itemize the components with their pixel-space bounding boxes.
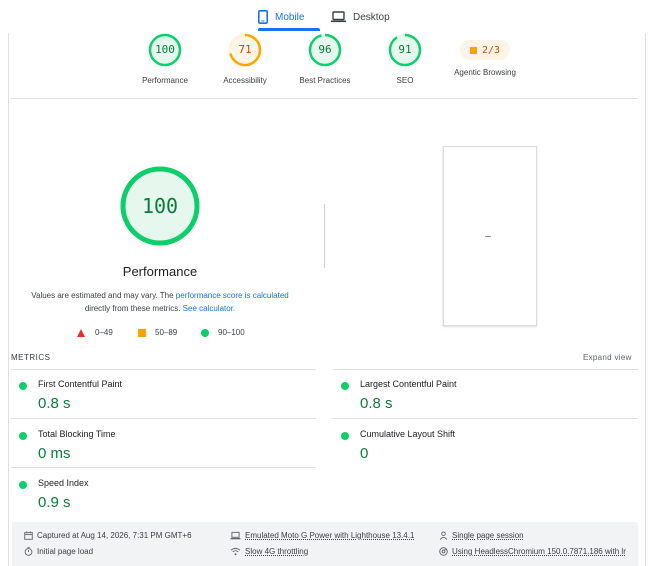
timer-icon [24, 547, 33, 556]
performance-title: Performance [122, 264, 198, 279]
gauge-score: 96 [318, 43, 332, 56]
runtime-settings-footer: Captured at Aug 14, 2026, 7:31 PM GMT+6 … [12, 522, 638, 566]
legend-average: 50–89 [138, 328, 177, 337]
footer-throttling[interactable]: Slow 4G throttling [230, 547, 308, 556]
agentic-value: 2/3 [481, 44, 501, 56]
divider [11, 418, 316, 419]
divider [333, 369, 638, 370]
legend-range: 50–89 [155, 328, 178, 337]
gauge-label: Accessibility [223, 76, 267, 85]
gauge-score: 71 [238, 43, 252, 56]
pass-circle-icon [19, 382, 27, 390]
gauge-circle: 91 [388, 33, 422, 67]
square-icon [138, 328, 146, 337]
laptop-icon [230, 531, 241, 540]
metric-value: 0.8 s [38, 395, 71, 412]
gauge-performance[interactable]: 100 Performance [120, 33, 210, 85]
tab-mobile[interactable]: Mobile [258, 8, 304, 26]
metric-name: First Contentful Paint [38, 379, 123, 389]
initial-load-text: Initial page load [37, 547, 94, 556]
footer-browser[interactable]: Using HeadlessChromium 150.0.7871.186 wi… [439, 547, 626, 556]
performance-note: Values are estimated and may vary. The p… [27, 289, 293, 315]
throttling-text: Slow 4G throttling [245, 547, 309, 556]
metric-largest-contentful-paint: Largest Contentful Paint 0.8 s [333, 378, 623, 426]
laptop-icon [331, 11, 346, 23]
score-legend: 0–49 50–89 90–100 [9, 328, 311, 340]
metric-cumulative-layout-shift: Cumulative Layout Shift 0 [333, 428, 623, 476]
agentic-badge: 2/3 [460, 40, 510, 60]
phone-icon [258, 10, 268, 24]
triangle-icon [77, 328, 85, 337]
gauge-score: 91 [398, 43, 412, 56]
metric-speed-index: Speed Index 0.9 s [11, 477, 301, 525]
tab-desktop-label: Desktop [353, 11, 390, 23]
screenshot-placeholder-mark [485, 236, 491, 237]
note-text: directly from these metrics. [84, 304, 183, 313]
gauge-agentic-browsing[interactable]: 2/3 Agentic Browsing [440, 33, 530, 77]
browser-text: Using HeadlessChromium 150.0.7871.186 wi… [452, 547, 626, 556]
person-icon [439, 531, 448, 540]
gauge-circle: 96 [308, 33, 342, 67]
gauge-label: Performance [142, 76, 188, 85]
calendar-icon [24, 531, 33, 540]
metric-name: Largest Contentful Paint [360, 379, 457, 389]
performance-big-gauge: 100 [119, 165, 201, 247]
legend-fail: 0–49 [77, 328, 113, 337]
divider [333, 418, 638, 419]
metric-value: 0.8 s [360, 395, 393, 412]
vertical-separator [324, 204, 325, 268]
gauge-label: SEO [396, 76, 414, 85]
gauge-circle: 100 [148, 33, 182, 67]
divider [11, 369, 316, 370]
performance-score: 100 [141, 194, 179, 218]
metric-name: Total Blocking Time [38, 429, 116, 439]
gauge-accessibility[interactable]: 71 Accessibility [200, 33, 290, 85]
metric-name: Speed Index [38, 478, 89, 488]
gauge-seo[interactable]: 91 SEO [360, 33, 450, 85]
gauge-label: Agentic Browsing [454, 68, 516, 77]
report-content: 100 Performance 71 Accessibility 96 [8, 33, 646, 566]
pass-circle-icon [341, 432, 349, 440]
expand-view-toggle[interactable]: Expand view [583, 353, 632, 362]
metric-first-contentful-paint: First Contentful Paint 0.8 s [11, 378, 301, 426]
legend-range: 0–49 [95, 328, 113, 337]
category-gauges: 100 Performance 71 Accessibility 96 [9, 33, 645, 98]
footer-device[interactable]: Emulated Moto G Power with Lighthouse 13… [230, 531, 414, 540]
captured-text: Captured at Aug 14, 2026, 7:31 PM GMT+6 [37, 531, 192, 540]
metric-total-blocking-time: Total Blocking Time 0 ms [11, 428, 301, 476]
pass-circle-icon [19, 432, 27, 440]
device-text: Emulated Moto G Power with Lighthouse 13… [245, 531, 415, 540]
divider [11, 467, 316, 468]
metric-name: Cumulative Layout Shift [360, 429, 456, 439]
footer-session[interactable]: Single page session [439, 531, 524, 540]
gauge-score: 100 [155, 43, 175, 56]
tab-mobile-label: Mobile [275, 11, 305, 23]
circle-icon [201, 328, 209, 337]
note-text: Values are estimated and may vary. The [31, 291, 176, 300]
gauge-best-practices[interactable]: 96 Best Practices [280, 33, 370, 85]
gauge-label: Best Practices [299, 76, 351, 85]
tab-desktop[interactable]: Desktop [331, 8, 390, 26]
metric-value: 0 [360, 445, 369, 462]
metric-value: 0 ms [38, 445, 71, 462]
metrics-header: METRICS [11, 353, 51, 362]
divider [11, 98, 638, 99]
warning-square-icon [469, 46, 477, 54]
pass-circle-icon [341, 382, 349, 390]
pass-circle-icon [19, 481, 27, 489]
score-calculated-link[interactable]: performance score is calculated [175, 291, 289, 300]
chrome-icon [439, 547, 448, 556]
gauge-circle: 71 [228, 33, 262, 67]
wifi-icon [230, 547, 241, 556]
see-calculator-link[interactable]: See calculator. [182, 304, 236, 313]
legend-range: 90–100 [218, 328, 245, 337]
final-screenshot-thumbnail[interactable] [443, 146, 537, 326]
active-tab-indicator [258, 28, 320, 31]
footer-captured: Captured at Aug 14, 2026, 7:31 PM GMT+6 [24, 531, 192, 540]
device-tabs: Mobile Desktop [0, 0, 654, 33]
footer-initial-load: Initial page load [24, 547, 93, 556]
session-text: Single page session [452, 531, 524, 540]
legend-pass: 90–100 [201, 328, 245, 337]
metric-value: 0.9 s [38, 494, 71, 511]
